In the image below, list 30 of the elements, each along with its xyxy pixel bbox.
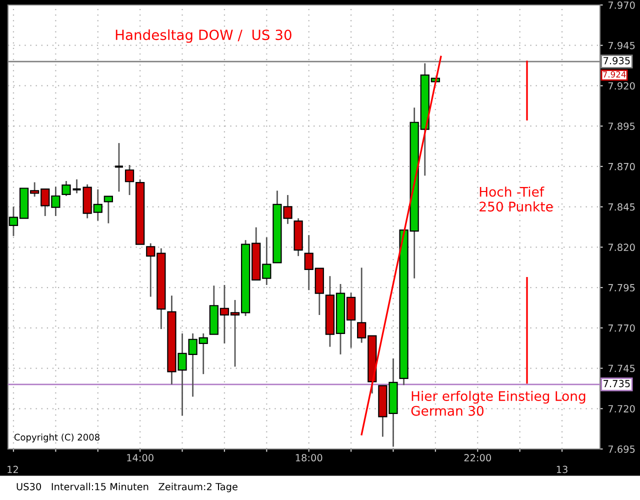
text: Handesltag DOW / US 30: [116, 29, 292, 43]
annotation: Hier erfolgte Einstieg Long German 30: [411, 390, 586, 416]
x-tick-label: 22:00: [464, 454, 491, 462]
y-tick-label: 7.870: [608, 162, 635, 170]
candlestick: [62, 180, 71, 197]
candlestick: [124, 164, 134, 196]
candlestick: [104, 196, 113, 224]
y-tick-label: 7.895: [608, 122, 635, 130]
x-tick-label: 18:00: [296, 454, 322, 462]
ref-line-label: 7.735: [604, 380, 630, 388]
text: 13: [556, 466, 568, 474]
y-tick-label: 7.970: [608, 1, 635, 9]
candlestick: [114, 142, 124, 192]
candlestick: [72, 178, 82, 194]
y-tick-label: 7.770: [608, 324, 635, 332]
y-tick-label: 7.745: [608, 364, 635, 372]
text: 7.924: [603, 71, 626, 78]
ref-line-label: 7.935: [604, 56, 630, 64]
y-tick-label: 7.945: [608, 42, 635, 50]
x-tick-label: 14:00: [127, 454, 154, 462]
y-tick-label: 7.720: [608, 405, 635, 412]
annotation: Hoch -Tief 250 Punkte: [480, 186, 553, 212]
y-tick-label: 7.845: [608, 203, 635, 211]
text: 12: [8, 466, 18, 473]
annotation: Copyright (C) 2008: [14, 434, 100, 442]
y-tick-label: 7.695: [608, 445, 635, 453]
y-tick-label: 7.920: [608, 82, 635, 90]
y-tick-label: 7.820: [608, 244, 635, 252]
text: US30 Intervall:15 Minuten Zeitraum:2 Tage: [16, 482, 238, 492]
y-tick-label: 7.795: [608, 284, 635, 292]
